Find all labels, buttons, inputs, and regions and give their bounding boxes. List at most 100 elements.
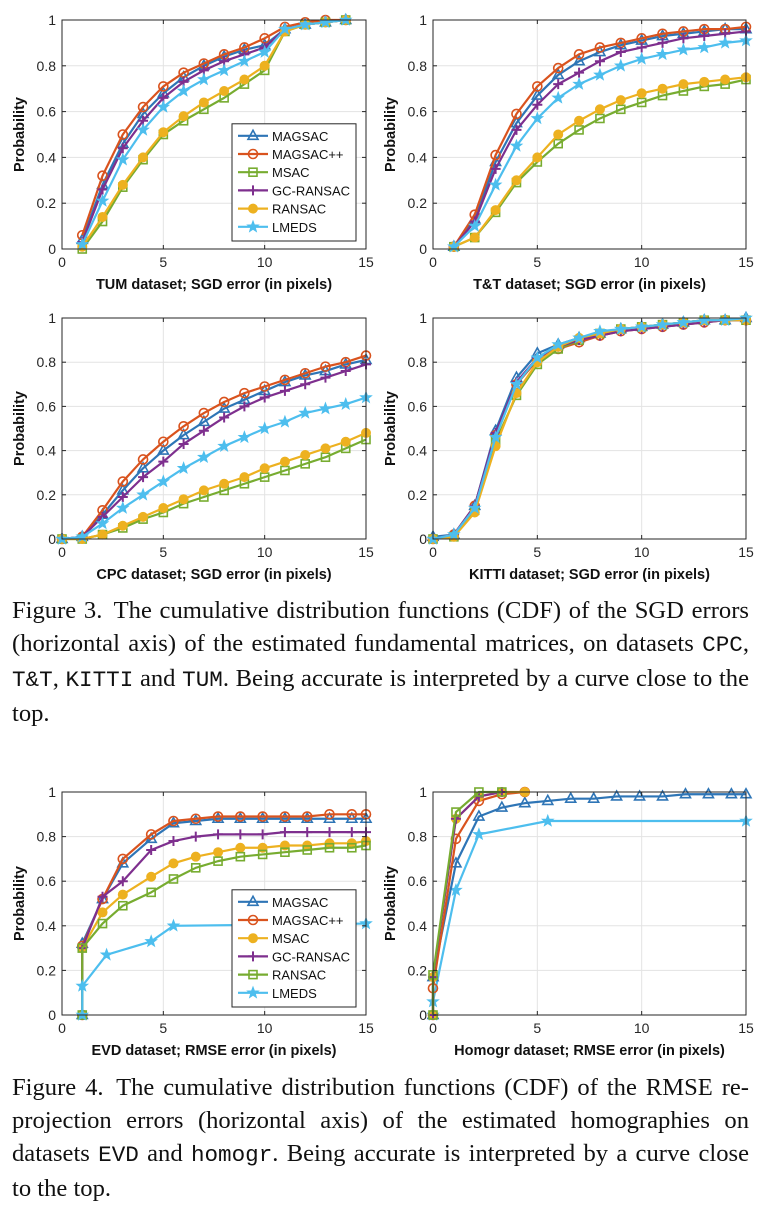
data-point-lmeds	[551, 337, 566, 351]
data-point-lmeds	[593, 67, 607, 81]
y-axis-label: Probability	[12, 391, 28, 466]
data-point-lmeds	[99, 947, 114, 961]
data-point-magsac	[472, 809, 486, 821]
legend-entry-ransac: RANSAC	[238, 968, 326, 983]
data-point-gc-ransac	[553, 79, 564, 90]
data-point-gc-ransac	[117, 143, 128, 154]
series-line-magsac	[81, 813, 366, 1015]
data-point-ransac	[178, 111, 189, 122]
data-point-lmeds	[634, 51, 649, 65]
legend-marker	[247, 148, 259, 160]
y-tick-label: 0.8	[37, 354, 57, 370]
data-point-lmeds	[467, 500, 482, 514]
series-gc-ransac	[448, 26, 751, 252]
data-point-ransac	[190, 863, 201, 873]
data-point-lmeds	[115, 500, 130, 514]
legend-label: MAGSAC++	[272, 147, 344, 162]
series-line-magsac	[431, 793, 746, 1015]
y-tick-label: 0	[48, 531, 56, 547]
data-point-ransac	[259, 60, 270, 71]
axes-box	[61, 19, 367, 250]
data-point-magsac	[610, 789, 623, 801]
caption-text: ,	[742, 630, 749, 657]
y-axis-label: Probability	[12, 866, 28, 941]
axes: 0 5 10 15 0 0.2 0.4 0.6 0.8 1	[408, 310, 754, 560]
data-point-lmeds	[176, 83, 191, 97]
legend-marker	[246, 128, 260, 141]
series-line-ransac	[62, 431, 367, 541]
y-tick-label: 0.8	[408, 58, 428, 74]
data-point-magsac	[218, 396, 230, 408]
data-point-lmeds	[75, 237, 90, 251]
data-point-lmeds	[676, 315, 691, 329]
caption-code-kitti: KITTI	[65, 667, 134, 693]
data-point-magsac	[552, 62, 564, 74]
legend-label: MAGSAC++	[272, 913, 344, 928]
data-point-lmeds	[95, 193, 110, 207]
x-tick-label: 15	[358, 544, 374, 560]
data-point-lmeds	[676, 42, 691, 56]
data-point-ransac	[198, 485, 209, 496]
data-point-magsac	[212, 811, 224, 822]
data-point-lmeds	[488, 177, 503, 191]
data-point-magsac	[702, 787, 715, 799]
legend-label: MSAC	[272, 931, 310, 946]
x-tick-label: 10	[634, 544, 650, 560]
axes-box	[61, 317, 367, 540]
figure-4-caption: Figure 4. The cumulative distribution fu…	[12, 1071, 749, 1205]
data-point-lmeds	[655, 317, 670, 331]
data-point-magsac	[490, 149, 501, 161]
data-point-lmeds	[530, 111, 545, 125]
axes: 0 5 10 15 0 0.2 0.4 0.6 0.8 1	[37, 12, 374, 270]
data-point-magsac	[679, 787, 692, 799]
legend-marker	[246, 985, 260, 999]
data-point-ransac	[219, 85, 230, 96]
series-lmeds	[447, 33, 753, 253]
legend-marker	[248, 203, 258, 214]
data-point-ransac	[469, 232, 480, 243]
data-point-gc-ransac	[219, 412, 230, 423]
data-point-lmeds	[197, 450, 211, 464]
legend-label: GC-RANSAC	[272, 183, 350, 198]
data-point-ransac	[280, 847, 290, 858]
data-point-magsac	[137, 101, 149, 113]
data-point-ransac	[138, 152, 149, 163]
axes-box	[432, 317, 747, 540]
series-ransac	[448, 72, 751, 252]
caption-code-tt: T&T	[12, 667, 53, 693]
data-point-gc-ransac	[490, 163, 501, 174]
legend-entry-magsac: MAGSAC	[238, 894, 328, 910]
y-axis-label: Probability	[12, 97, 28, 172]
figure-4-label: Figure 4.	[12, 1074, 104, 1101]
data-point-lmeds	[572, 76, 586, 90]
data-point-gc-ransac	[594, 56, 605, 67]
axes: 0 5 10 15 0 0.2 0.4 0.6 0.8 1	[408, 12, 754, 270]
data-point-msac	[595, 113, 605, 124]
data-point-ransac	[615, 95, 626, 106]
chart-tum: 0 5 10 15 0 0.2 0.4 0.6 0.8 1 TUM dataset; SGD err…	[12, 12, 374, 293]
data-point-lmeds	[718, 35, 732, 49]
caption-text: The cumulative distribution functions (C…	[12, 1074, 749, 1167]
series-line-lmeds	[61, 396, 367, 541]
legend-marker	[248, 167, 258, 177]
data-point-ransac	[97, 529, 108, 540]
x-axis-label: TUM dataset; SGD error (in pixels)	[96, 277, 332, 293]
series-line-msac	[453, 78, 747, 248]
data-point-ransac	[320, 443, 331, 454]
data-point-lmeds	[488, 430, 503, 444]
data-point-lmeds	[298, 405, 313, 419]
data-point-lmeds	[197, 72, 211, 86]
series-line-magsac	[61, 358, 367, 541]
caption-code-cpc: CPC	[702, 632, 743, 658]
data-point-msac	[553, 138, 563, 149]
data-point-lmeds	[447, 527, 461, 541]
chart-kitti: 0 5 10 15 0 0.2 0.4 0.6 0.8 1 KITTI dataset; SGD e…	[383, 310, 754, 583]
plot-area	[433, 20, 746, 249]
legend-marker	[246, 219, 260, 233]
data-point-magsac	[117, 853, 129, 865]
data-point-gc-ransac	[97, 184, 108, 195]
data-point-magsac	[449, 856, 463, 868]
data-point-magsac	[530, 88, 544, 100]
data-point-lmeds	[338, 397, 353, 410]
data-point-magsac	[299, 367, 311, 379]
